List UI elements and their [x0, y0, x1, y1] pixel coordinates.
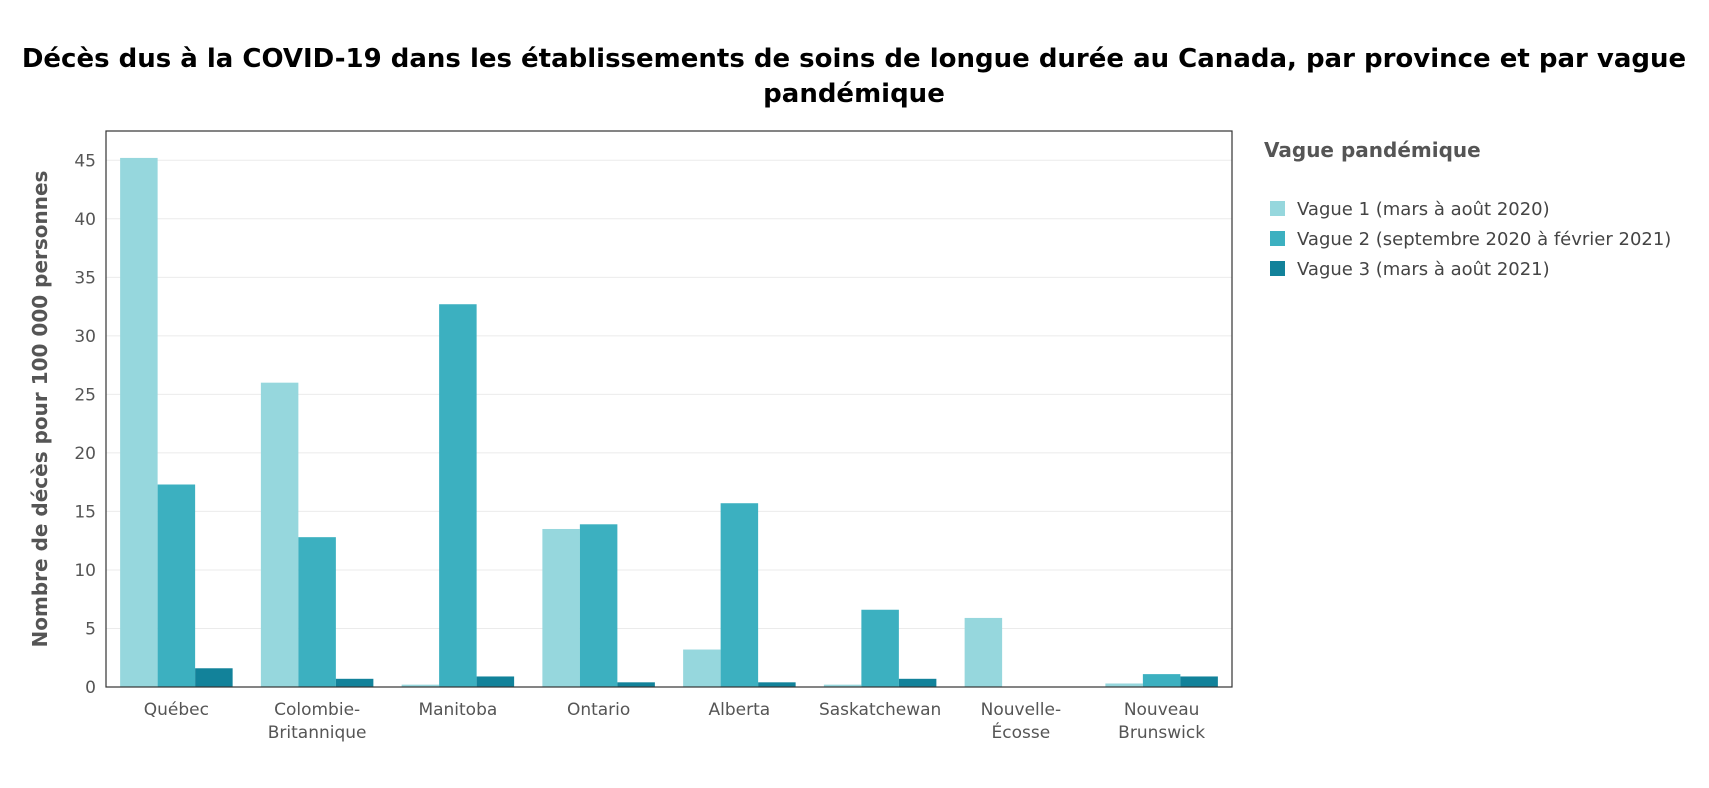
bar-series-2	[579, 524, 618, 687]
bar-series-2	[157, 484, 196, 687]
y-tick-label: 25	[74, 385, 96, 405]
legend-title: Vague pandémique	[1264, 138, 1481, 162]
legend-item-label: Vague 1 (mars à août 2020)	[1297, 199, 1550, 220]
bar-series-3	[758, 682, 796, 687]
bar-series-2	[861, 609, 899, 687]
bar-series-3	[335, 678, 374, 687]
x-tick-label: Manitoba	[418, 700, 497, 720]
legend: Vague pandémique Vague 1 (mars à août 202…	[1264, 138, 1671, 280]
bar-series-1	[542, 528, 580, 687]
y-tick-label: 30	[74, 327, 96, 347]
x-tick-label: Québec	[144, 700, 209, 720]
x-tick-label: Ontario	[567, 700, 630, 720]
bar-series-3	[195, 668, 233, 687]
bar-series-3	[898, 678, 937, 687]
bar-series-1	[683, 649, 721, 687]
legend-swatch	[1270, 201, 1285, 216]
legend-item-label: Vague 2 (septembre 2020 à février 2021)	[1297, 229, 1671, 250]
bar-series-3	[476, 676, 515, 687]
x-tick-label: Nouvelle-	[981, 700, 1061, 720]
x-tick-label: Brunswick	[1118, 723, 1205, 743]
legend-swatch	[1270, 231, 1285, 246]
y-tick-label: 15	[74, 502, 96, 522]
y-tick-label: 10	[74, 561, 96, 581]
bar-series-1	[120, 157, 158, 687]
x-tick-label: Nouveau	[1124, 700, 1200, 720]
y-tick-label: 40	[74, 210, 96, 230]
x-tick-label: Saskatchewan	[819, 700, 941, 720]
x-tick-label: Alberta	[709, 700, 771, 720]
y-tick-label: 45	[74, 151, 96, 171]
legend-swatch	[1270, 261, 1285, 276]
chart-title-line: pandémique	[763, 79, 945, 109]
bar-series-1	[401, 684, 440, 687]
plot-area: 0 5 10 15 20 25 30 35 40 45 Québec Colombie- Britann…	[28, 130, 1233, 743]
bar-series-1	[964, 617, 1003, 687]
legend-item-label: Vague 3 (mars à août 2021)	[1297, 259, 1550, 280]
bar-series-2	[720, 503, 759, 687]
bar-series-2	[298, 537, 336, 687]
bar-series-1	[823, 684, 862, 687]
x-tick-label: Colombie-	[274, 700, 360, 720]
y-tick-label: 5	[85, 619, 96, 639]
plot-frame	[105, 130, 1233, 688]
bar-series-1	[260, 382, 299, 687]
chart-title-line: Décès dus à la COVID-19 dans les établis…	[22, 44, 1686, 74]
bar-series-3	[617, 682, 655, 687]
bar-series-3	[1180, 676, 1218, 687]
bar-series-2	[1142, 674, 1181, 687]
x-tick-label: Britannique	[268, 723, 367, 743]
chart-title: Décès dus à la COVID-19 dans les établis…	[22, 44, 1686, 109]
bar-series-1	[1105, 683, 1143, 687]
x-tick-label: Écosse	[992, 721, 1051, 743]
y-tick-label: 20	[74, 444, 96, 464]
y-axis-title: Nombre de décès pour 100 000 personnes	[28, 171, 52, 648]
y-tick-label: 0	[85, 678, 96, 698]
y-tick-label: 35	[74, 268, 96, 288]
bar-series-2	[439, 304, 477, 687]
